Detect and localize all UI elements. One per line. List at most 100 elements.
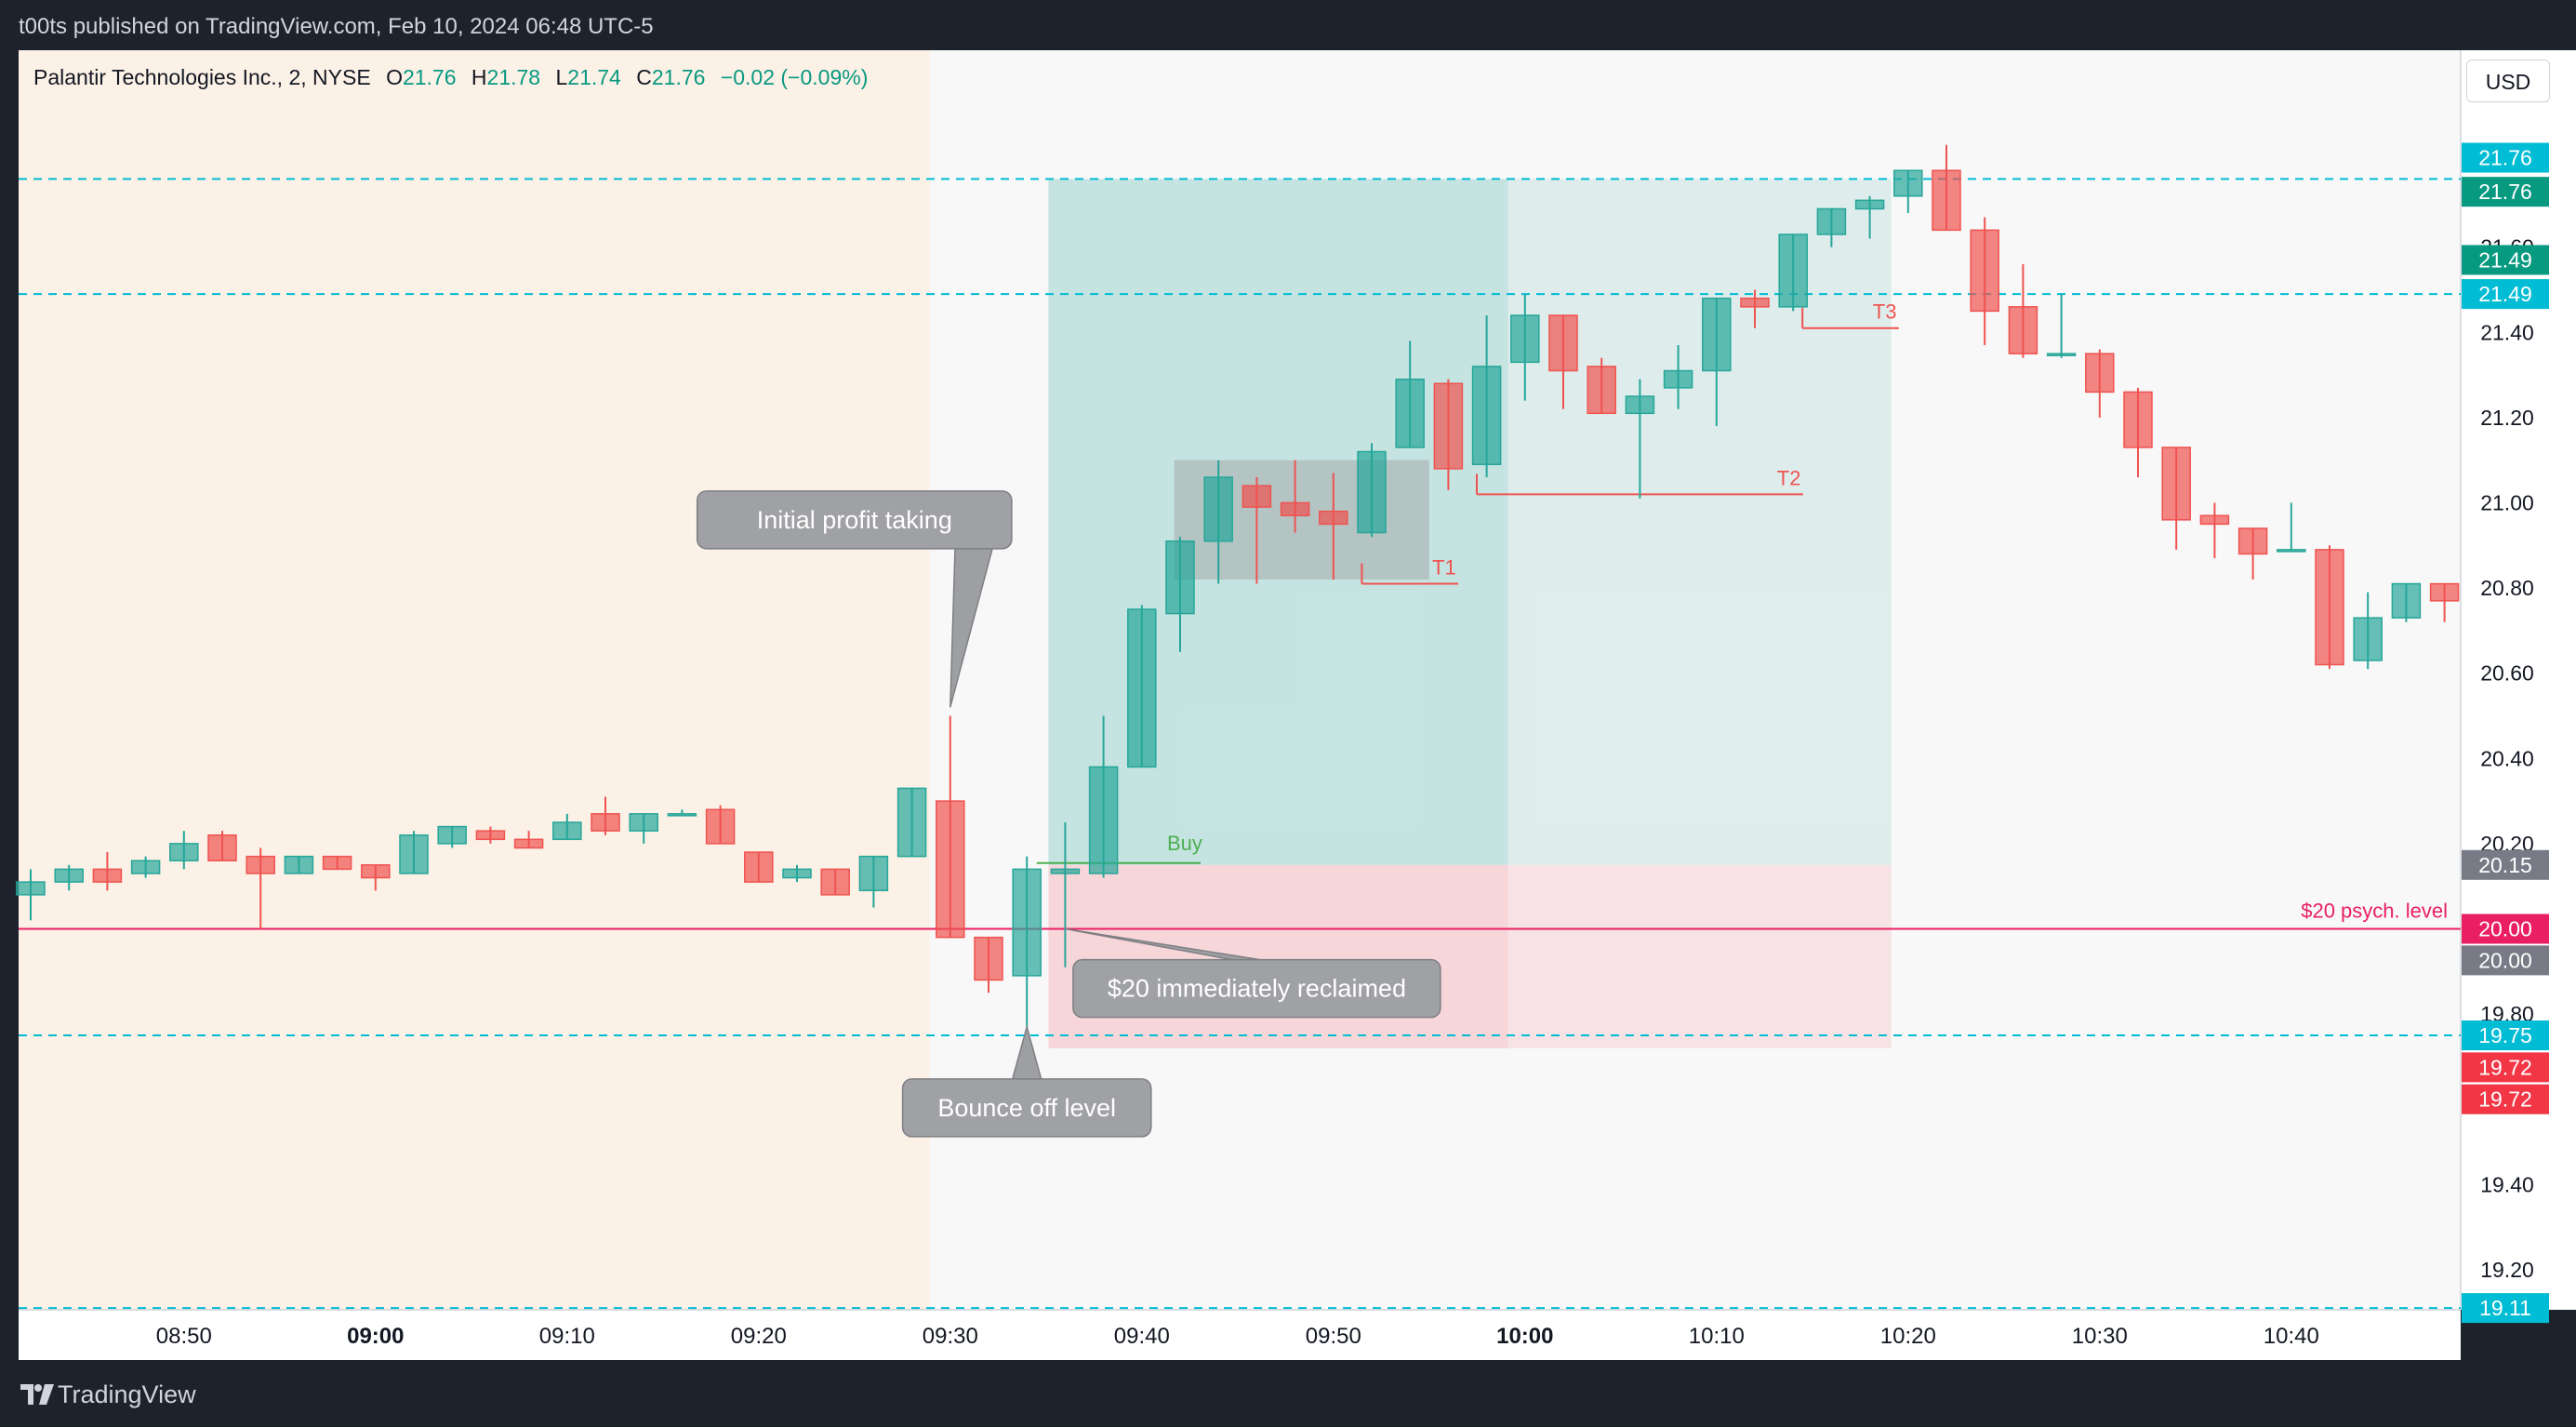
candle-body bbox=[513, 838, 544, 849]
candle bbox=[858, 855, 889, 908]
x-tick-label: 08:50 bbox=[156, 1324, 212, 1349]
candle-body bbox=[322, 855, 352, 871]
candle-body bbox=[2161, 447, 2191, 521]
candle-body bbox=[1433, 382, 1464, 470]
candle bbox=[1088, 715, 1119, 878]
candle bbox=[437, 825, 467, 848]
candle-body bbox=[475, 830, 506, 841]
price-tag bbox=[2462, 279, 2549, 310]
candle-body bbox=[2008, 306, 2038, 354]
candle bbox=[1203, 460, 1233, 584]
open-value: 21.76 bbox=[402, 65, 457, 89]
candle-body bbox=[2391, 582, 2422, 619]
profit-zone bbox=[1507, 179, 1892, 865]
symbol-name: Palantir Technologies Inc., 2, NYSE bbox=[33, 65, 371, 89]
candle bbox=[1932, 144, 1961, 232]
candle-body bbox=[1548, 314, 1578, 372]
candle-body bbox=[130, 860, 161, 874]
price-tag-label: 20.00 bbox=[2478, 917, 2532, 941]
x-tick-label: 09:20 bbox=[731, 1324, 787, 1349]
price-tag bbox=[2462, 945, 2549, 976]
candle-body bbox=[1740, 297, 1770, 308]
candle-body bbox=[820, 868, 850, 896]
candle bbox=[2085, 349, 2115, 418]
candle-body bbox=[2237, 527, 2268, 555]
price-tag bbox=[2462, 849, 2549, 880]
footer-brand[interactable]: TradingView bbox=[58, 1380, 196, 1408]
candle bbox=[2237, 527, 2268, 580]
candle-body bbox=[207, 834, 237, 861]
price-tag bbox=[2462, 1293, 2549, 1324]
psych-level-label: $20 psych. level bbox=[2301, 900, 2448, 923]
candle bbox=[1280, 460, 1310, 533]
candle bbox=[92, 852, 123, 891]
candle-body bbox=[2123, 391, 2153, 448]
callout: Bounce off level bbox=[901, 1024, 1152, 1138]
callout-box bbox=[901, 1078, 1152, 1138]
y-tick-label: 19.40 bbox=[2480, 1172, 2534, 1196]
candle bbox=[629, 813, 658, 844]
candle-body bbox=[1127, 608, 1157, 768]
x-tick-label: 10:00 bbox=[1496, 1324, 1553, 1349]
candle-body bbox=[1625, 395, 1655, 415]
candle bbox=[16, 869, 46, 921]
candle bbox=[705, 805, 736, 845]
price-tag-label: 21.49 bbox=[2478, 247, 2532, 272]
target-label: T1 bbox=[1432, 556, 1456, 580]
candle-body bbox=[974, 936, 1003, 981]
candle bbox=[2199, 502, 2230, 559]
open-label: O bbox=[386, 65, 403, 89]
candle-body bbox=[2046, 353, 2077, 356]
price-tag bbox=[2462, 914, 2549, 944]
candle-body bbox=[2353, 617, 2383, 661]
x-tick-label: 09:30 bbox=[923, 1324, 978, 1349]
tradingview-logo-icon[interactable] bbox=[19, 1380, 56, 1407]
candle bbox=[2315, 545, 2344, 670]
candle bbox=[667, 809, 697, 817]
x-tick-label: 10:10 bbox=[1689, 1324, 1745, 1349]
candle-body bbox=[1203, 476, 1233, 542]
candle bbox=[2046, 294, 2077, 358]
candle-body bbox=[591, 813, 620, 832]
candle-body bbox=[16, 881, 46, 896]
candle bbox=[1893, 169, 1923, 214]
price-chart[interactable]: $20 psych. level Buy T1 T2 T3 Initial profit … bbox=[0, 0, 2576, 1360]
candle bbox=[361, 864, 391, 891]
candle-body bbox=[629, 813, 658, 832]
candle-body bbox=[1778, 233, 1808, 308]
candle-body bbox=[1319, 510, 1348, 526]
candle bbox=[974, 936, 1003, 994]
y-tick-label: 20.80 bbox=[2480, 576, 2534, 600]
candle bbox=[936, 715, 965, 939]
candle-body bbox=[2199, 514, 2230, 526]
candle-body bbox=[1395, 378, 1425, 448]
candle-body bbox=[1816, 207, 1847, 235]
target-label: T2 bbox=[1777, 466, 1801, 489]
currency-button[interactable]: USD bbox=[2466, 60, 2550, 102]
candle-body bbox=[1050, 868, 1081, 874]
price-tag-label: 21.76 bbox=[2478, 180, 2532, 204]
candle-body bbox=[1510, 314, 1540, 364]
publish-info: t00ts published on TradingView.com, Feb … bbox=[19, 14, 654, 39]
price-tag-label: 21.76 bbox=[2478, 146, 2532, 170]
price-tag bbox=[2462, 1052, 2549, 1083]
callout: Initial profit taking bbox=[696, 490, 1013, 708]
loss-zone bbox=[1507, 864, 1892, 1048]
price-tag bbox=[2462, 1020, 2549, 1050]
candle bbox=[1050, 822, 1081, 967]
price-tag-label: 20.00 bbox=[2478, 948, 2532, 972]
candle bbox=[820, 868, 850, 896]
candle bbox=[475, 826, 506, 844]
price-tag bbox=[2462, 142, 2549, 173]
candle-body bbox=[1088, 766, 1119, 874]
price-tag-label: 19.72 bbox=[2478, 1087, 2532, 1112]
candle-body bbox=[437, 825, 467, 845]
candle-body bbox=[1471, 366, 1502, 466]
candle-body bbox=[1357, 450, 1387, 534]
candle-body bbox=[936, 800, 965, 939]
premarket-shading bbox=[19, 50, 930, 1310]
candle-body bbox=[399, 834, 429, 874]
candle bbox=[246, 847, 275, 929]
candle-body bbox=[552, 821, 582, 841]
candle bbox=[54, 864, 84, 891]
